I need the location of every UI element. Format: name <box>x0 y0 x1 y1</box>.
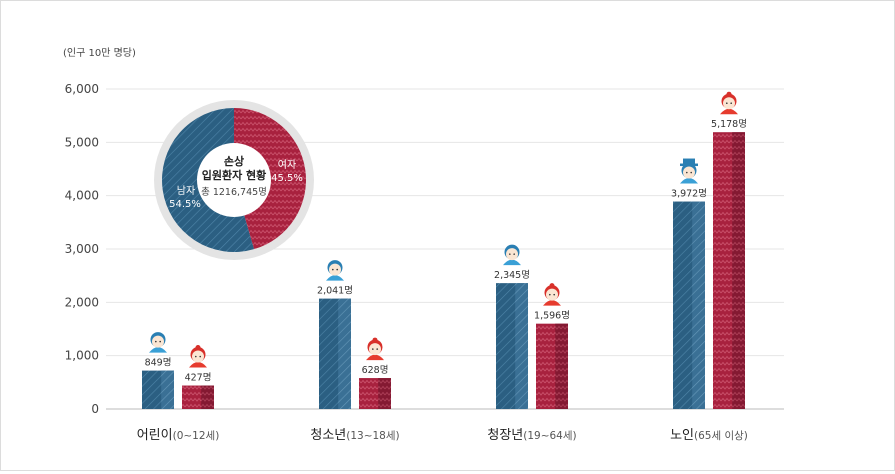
icon-face <box>369 343 381 356</box>
icon-body <box>366 354 384 361</box>
bar-female-shade <box>732 132 745 409</box>
icon-face <box>546 288 558 301</box>
icon-hair-bun <box>195 345 201 351</box>
icon-hat-brim <box>680 163 698 167</box>
unit-note: (인구 10만 명당) <box>63 47 136 59</box>
icon-eye <box>730 102 732 104</box>
icon-hair-bun <box>372 337 378 343</box>
icon-face <box>152 335 164 348</box>
icon-body <box>503 259 521 266</box>
icon-eye <box>195 355 197 358</box>
bar-value-label: 3,972명 <box>671 189 707 200</box>
pie-value-male: 54.5% <box>169 199 201 210</box>
bar-value-label: 2,041명 <box>317 286 353 297</box>
icon-body <box>680 178 698 184</box>
icon-eye <box>690 171 692 174</box>
icon-hat <box>683 158 695 165</box>
category-name: 노인 <box>670 428 694 443</box>
bar-male-shade <box>692 201 705 409</box>
y-tick-label: 6,000 <box>65 82 99 96</box>
category-name: 어린이 <box>137 428 173 443</box>
icon-hair-bun <box>549 283 555 289</box>
female-person-icon <box>543 283 561 306</box>
pie-title-line2: 입원환자 현황 <box>202 168 267 182</box>
icon-eye <box>376 348 379 350</box>
pie-label-male: 남자 <box>177 185 195 197</box>
bar-marks <box>142 132 745 409</box>
icon-eye <box>726 102 728 104</box>
x-category-label: 청장년(19~64세) <box>487 428 576 443</box>
bar-value-label: 628명 <box>362 365 389 376</box>
bar-male-shade <box>161 370 174 409</box>
icon-face <box>329 263 341 276</box>
y-tick-label: 5,000 <box>65 135 99 149</box>
y-tick-label: 4,000 <box>65 189 99 203</box>
icon-body <box>543 300 561 306</box>
female-person-icon <box>189 345 207 368</box>
icon-face <box>506 248 518 261</box>
x-category-label: 청소년(13~18세) <box>310 428 399 443</box>
female-person-icon <box>720 91 738 115</box>
bar-female-shade <box>201 385 214 409</box>
category-name: 청장년 <box>487 428 523 443</box>
y-tick-label: 3,000 <box>65 242 99 256</box>
icon-face <box>723 97 735 110</box>
icon-body <box>149 347 167 353</box>
bar-value-label: 849명 <box>145 358 172 369</box>
category-name: 청소년 <box>310 428 346 443</box>
category-range: (0~12세) <box>173 430 220 442</box>
icon-face <box>683 166 695 179</box>
person-icons <box>149 91 738 368</box>
pie-chart: 손상 입원환자 현황 총 1216,745명 남자 54.5% 여자 45.5% <box>154 100 314 260</box>
bar-male-shade <box>338 298 351 409</box>
icon-body <box>326 275 344 281</box>
category-range: (13~18세) <box>346 430 399 442</box>
category-range: (65세 이상) <box>694 430 748 442</box>
pie-center-disc <box>197 143 271 217</box>
icon-eye <box>336 268 339 271</box>
icon-eye <box>686 171 688 174</box>
icon-eye <box>372 348 374 350</box>
icon-eye <box>513 253 515 255</box>
pie-total: 총 1216,745명 <box>201 187 267 198</box>
bar-value-label: 5,178명 <box>711 119 747 130</box>
pie-title-line1: 손상 <box>224 154 244 168</box>
icon-face <box>192 350 204 363</box>
y-tick-label: 2,000 <box>65 295 99 309</box>
icon-eye <box>332 268 334 271</box>
x-category-label: 노인(65세 이상) <box>670 428 748 443</box>
icon-hair-bun <box>726 91 732 97</box>
y-axis-ticks: 0 1,000 2,000 3,000 4,000 5,000 6,000 <box>65 82 99 416</box>
male-person-icon <box>503 244 521 266</box>
x-category-label: 어린이(0~12세) <box>137 428 220 443</box>
male-person-icon <box>680 158 698 184</box>
icon-body <box>720 108 738 115</box>
y-tick-label: 1,000 <box>65 349 99 363</box>
icon-eye <box>553 293 555 296</box>
y-tick-label: 0 <box>91 402 99 416</box>
category-range: (19~64세) <box>523 430 576 442</box>
bar-female-shade <box>378 378 391 409</box>
icon-body <box>189 362 207 368</box>
icon-eye <box>159 340 161 343</box>
male-person-icon <box>326 260 344 281</box>
bar-value-label: 2,345명 <box>494 270 530 281</box>
pie-value-female: 45.5% <box>271 173 303 184</box>
pie-label-female: 여자 <box>278 159 296 171</box>
bar-value-label: 1,596명 <box>534 311 570 322</box>
female-person-icon <box>366 337 384 361</box>
bar-female-shade <box>555 323 568 409</box>
icon-eye <box>509 253 511 255</box>
x-axis-category-labels: 어린이(0~12세) 청소년(13~18세) 청장년(19~64세) 노인(65세 이… <box>137 428 748 443</box>
icon-eye <box>155 340 157 343</box>
icon-eye <box>549 293 551 296</box>
male-person-icon <box>149 332 167 353</box>
bar-value-label: 427명 <box>185 373 212 384</box>
icon-eye <box>199 355 201 358</box>
bar-value-labels: 849명 427명 2,041명 628명 2,345명 1,596명 3,972명 5,17… <box>145 119 747 383</box>
bar-male-shade <box>515 283 528 409</box>
